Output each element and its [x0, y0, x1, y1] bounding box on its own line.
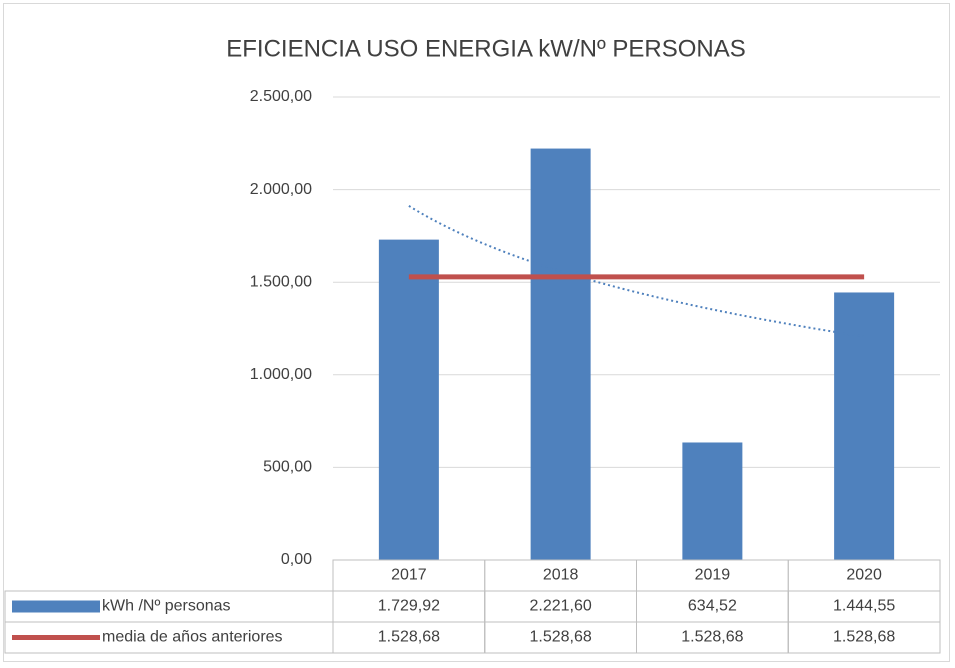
- x-tick-label: 2017: [391, 567, 427, 584]
- bar: [682, 442, 743, 560]
- table-value: 2.221,60: [529, 598, 591, 615]
- trendline: [408, 205, 865, 338]
- y-tick-label: 2.000,00: [250, 181, 312, 198]
- legend-key: [12, 600, 100, 613]
- y-tick-label: 0,00: [281, 551, 312, 568]
- bar: [530, 148, 591, 560]
- table-value: 1.444,55: [833, 598, 895, 615]
- table-cell: [787, 621, 941, 654]
- x-tick-label: 2018: [543, 567, 579, 584]
- x-tick-label: 2020: [846, 567, 882, 584]
- table-value: 1.528,68: [681, 629, 743, 646]
- legend-label: kWh /Nº personas: [102, 598, 231, 615]
- y-tick-label: 1.000,00: [250, 366, 312, 383]
- table-value: 1.729,92: [378, 598, 440, 615]
- y-tick-label: 2.500,00: [250, 88, 312, 105]
- table-value: 634,52: [688, 598, 737, 615]
- chart-title: EFICIENCIA USO ENERGIA kW/Nº PERSONAS: [226, 35, 746, 62]
- bar: [378, 239, 439, 560]
- y-tick-label: 500,00: [263, 459, 312, 476]
- table-value: 1.528,68: [378, 629, 440, 646]
- x-tick-label: 2019: [695, 567, 731, 584]
- legend-label: media de años anteriores: [102, 629, 283, 646]
- bar: [834, 292, 895, 560]
- y-tick-label: 1.500,00: [250, 273, 312, 290]
- chart-border: [3, 3, 950, 662]
- table-value: 1.528,68: [833, 629, 895, 646]
- table-value: 1.528,68: [529, 629, 591, 646]
